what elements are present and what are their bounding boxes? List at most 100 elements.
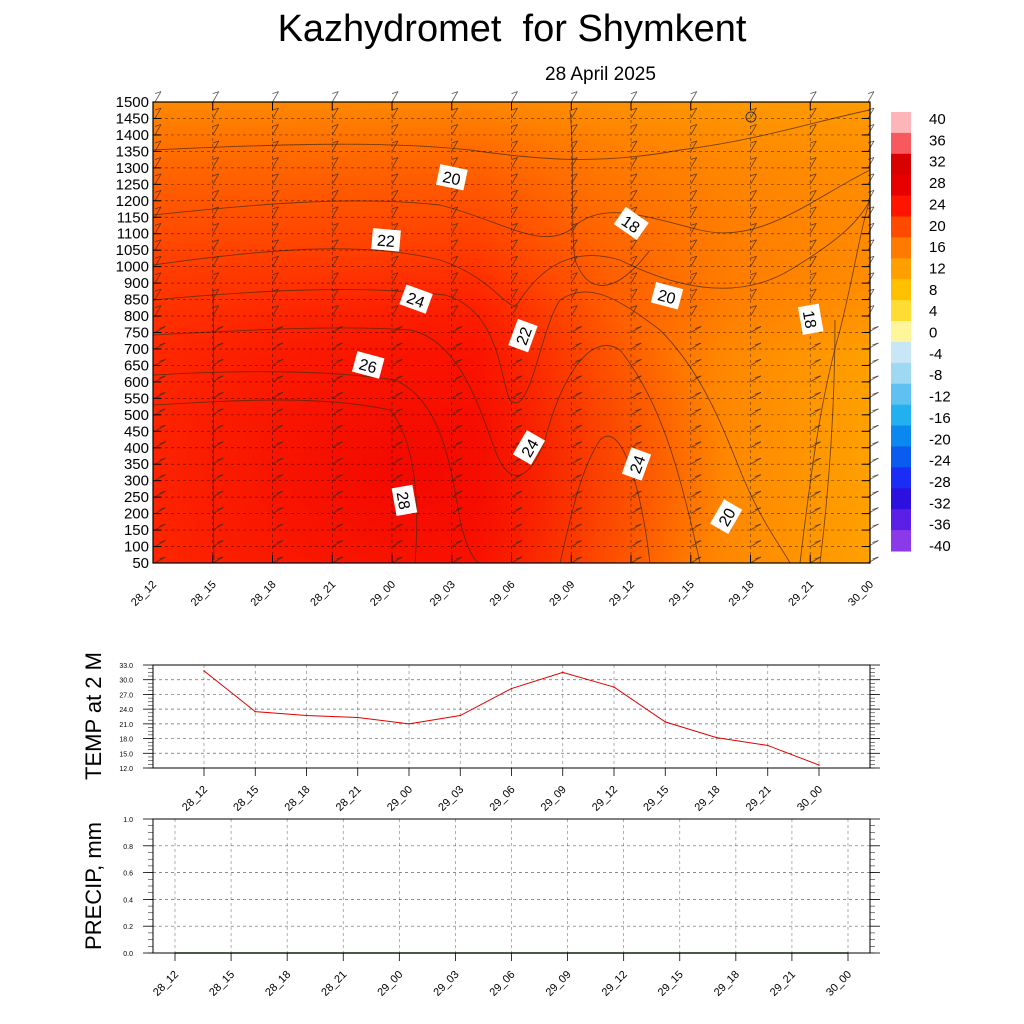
wind-barb xyxy=(456,375,463,379)
x-tick-label: 29_06 xyxy=(488,784,518,814)
wind-barb xyxy=(571,441,582,449)
wind-barb xyxy=(511,190,518,193)
y-tick-label: 21.0 xyxy=(119,722,133,729)
wind-barb xyxy=(396,424,403,428)
wind-barb xyxy=(575,540,582,543)
contour-label: 22 xyxy=(508,318,538,353)
precipitation-y-axis: 1.0 0.8 0.6 0.4 0.2 0.0 xyxy=(123,817,880,958)
wind-barb xyxy=(809,272,817,284)
wind-barb xyxy=(276,523,284,527)
wind-barb xyxy=(272,206,279,210)
wind-barb xyxy=(872,556,879,560)
wind-barb xyxy=(391,140,399,144)
wind-barb xyxy=(154,91,162,103)
wind-barb xyxy=(867,272,875,276)
wind-barb xyxy=(276,457,284,461)
wind-barb xyxy=(511,124,518,127)
wind-barb xyxy=(515,556,523,560)
wind-barb xyxy=(391,190,399,193)
wind-barb xyxy=(809,223,817,234)
colorbar-label: -28 xyxy=(929,474,951,491)
wind-barb xyxy=(695,474,702,478)
wind-barb xyxy=(456,540,463,543)
wind-barb xyxy=(212,91,219,94)
wind-barb xyxy=(750,206,757,218)
wind-barb xyxy=(272,255,279,259)
wind-barb xyxy=(754,342,762,346)
wind-barb xyxy=(515,523,523,527)
wind-barb xyxy=(217,457,224,461)
wind-barb xyxy=(810,556,821,564)
colorbar-swatch xyxy=(891,174,911,197)
wind-barb xyxy=(750,326,762,333)
wind-barb xyxy=(515,375,523,379)
wind-barb xyxy=(571,375,582,383)
wind-barb xyxy=(814,556,821,560)
wind-barb xyxy=(332,441,343,449)
y-tick-label: 250 xyxy=(124,489,149,506)
wind-barb xyxy=(511,375,523,383)
wind-barb xyxy=(332,490,343,498)
wind-barb xyxy=(391,305,399,317)
wind-barb xyxy=(272,140,279,152)
isotherm-line xyxy=(559,435,651,564)
isotherm-line xyxy=(152,199,871,306)
wind-barb xyxy=(217,556,224,560)
wind-barb xyxy=(456,507,463,510)
wind-barb xyxy=(571,556,582,564)
wind-barb xyxy=(511,457,523,465)
wind-barb xyxy=(690,272,697,276)
wind-barb xyxy=(570,305,578,317)
wind-barb xyxy=(217,441,224,445)
wind-barb xyxy=(754,556,762,560)
wind-barb xyxy=(867,206,875,210)
y-tick-label: 350 xyxy=(124,456,149,473)
wind-barb xyxy=(511,140,518,144)
wind-barb xyxy=(272,540,284,547)
y-tick-label: 400 xyxy=(124,440,149,457)
wind-barb xyxy=(810,288,817,292)
wind-barb xyxy=(750,173,757,177)
temperature-x-axis: 28_12 28_15 28_18 28_21 29_00 29_03 29_06 29_09… xyxy=(180,768,825,814)
isotherm-line xyxy=(799,199,871,564)
wind-barb xyxy=(690,375,702,383)
contour-label-box xyxy=(650,282,684,310)
wind-barb xyxy=(690,206,698,218)
wind-barb xyxy=(690,288,698,300)
wind-barb xyxy=(272,305,279,317)
wind-barb xyxy=(391,107,399,119)
wind-barb xyxy=(217,391,224,395)
wind-barb xyxy=(511,173,518,177)
wind-barb xyxy=(750,556,762,564)
wind-barb xyxy=(212,342,224,350)
contour-label-box xyxy=(512,430,546,465)
wind-barb xyxy=(391,523,403,531)
y-tick-label: 700 xyxy=(124,341,149,358)
wind-barb xyxy=(272,272,279,276)
wind-barb xyxy=(690,91,698,103)
wind-barb xyxy=(154,375,166,383)
wind-barb xyxy=(276,490,284,494)
wind-barb xyxy=(750,272,757,276)
wind-barb xyxy=(630,507,642,514)
wind-barb xyxy=(391,157,399,169)
wind-barb xyxy=(810,408,821,416)
colorbar-label: -40 xyxy=(929,538,951,555)
wind-barb xyxy=(511,305,518,317)
wind-barb xyxy=(451,157,458,160)
y-tick-label: 300 xyxy=(124,473,149,490)
contour-label: 24 xyxy=(512,430,546,465)
contour-label-box xyxy=(435,164,468,191)
wind-barb xyxy=(154,256,162,267)
wind-barb xyxy=(331,288,339,300)
x-tick-label: 30_00 xyxy=(846,579,876,609)
wind-barb xyxy=(276,474,284,478)
contour-label: 26 xyxy=(351,351,385,379)
wind-barb xyxy=(630,424,642,432)
y-tick-label: 550 xyxy=(124,390,149,407)
wind-barb xyxy=(695,556,702,560)
wind-barb xyxy=(809,157,817,169)
wind-barb xyxy=(690,556,702,564)
colorbar-label: 8 xyxy=(929,282,937,299)
wind-barb xyxy=(154,305,162,317)
